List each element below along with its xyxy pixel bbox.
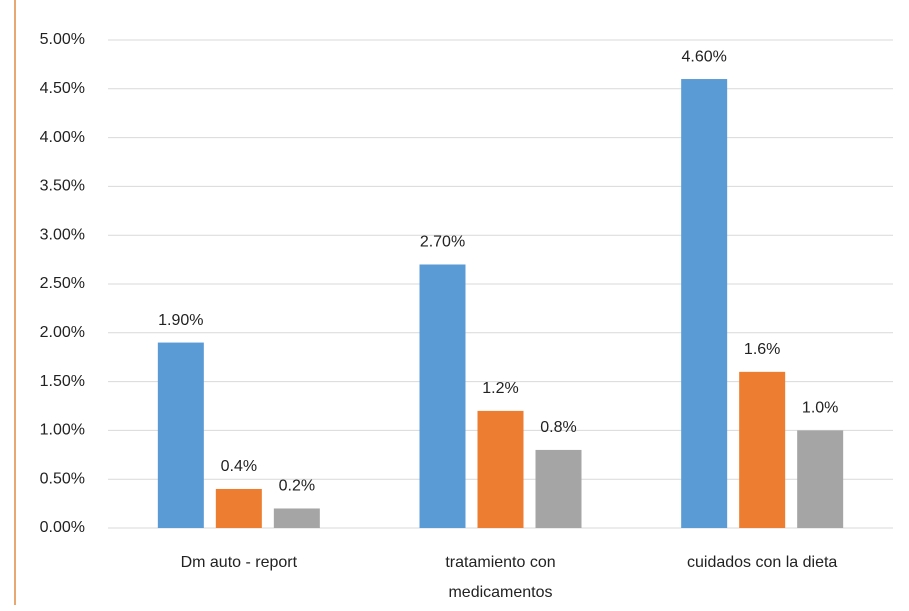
x-tick-label: tratamiento con medicamentos [445, 554, 556, 601]
y-tick-label: 0.00% [40, 519, 85, 536]
value-label: 0.4% [221, 458, 257, 475]
bar [535, 449, 582, 528]
value-label: 2.70% [420, 234, 465, 251]
y-tick-label: 2.50% [40, 275, 85, 292]
value-label: 1.2% [482, 380, 518, 397]
bar [797, 430, 844, 528]
y-tick-label: 1.00% [40, 422, 85, 439]
value-label: 0.2% [279, 478, 315, 495]
bar [477, 410, 524, 528]
value-label: 4.60% [681, 48, 726, 65]
y-tick-label: 3.00% [40, 226, 85, 243]
y-tick-label: 2.00% [40, 324, 85, 341]
bar [739, 371, 786, 528]
bar [419, 264, 466, 528]
bar [157, 342, 204, 528]
value-label: 1.90% [158, 312, 203, 329]
y-tick-label: 1.50% [40, 373, 85, 390]
bar [681, 79, 728, 528]
value-label: 0.8% [540, 419, 576, 436]
y-tick-label: 5.00% [40, 31, 85, 48]
x-tick-label: Dm auto - report [180, 554, 298, 571]
bar [215, 488, 262, 528]
y-tick-label: 3.50% [40, 178, 85, 195]
x-tick-label: cuidados con la dieta [686, 554, 838, 571]
bar [273, 508, 320, 528]
value-label: 1.0% [802, 400, 838, 417]
y-tick-label: 0.50% [40, 470, 85, 487]
value-label: 1.6% [744, 341, 780, 358]
y-tick-label: 4.50% [40, 80, 85, 97]
y-tick-label: 4.00% [40, 129, 85, 146]
